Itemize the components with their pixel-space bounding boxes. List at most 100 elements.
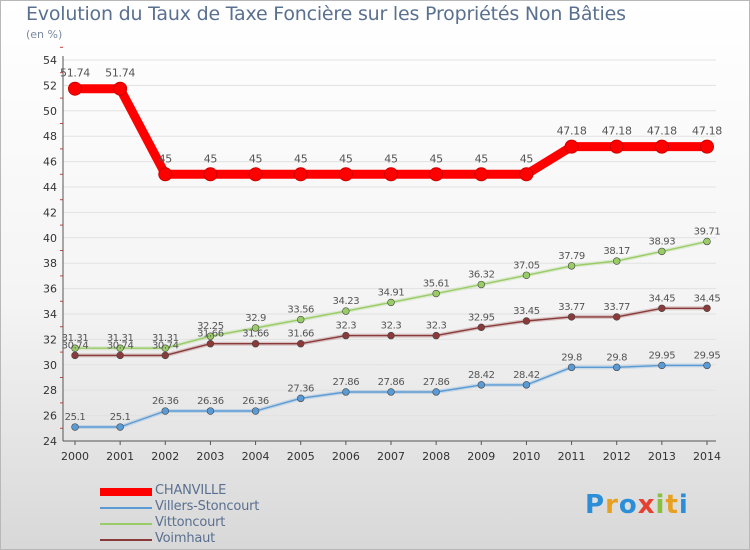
data-point-villers-stoncourt <box>387 388 395 396</box>
data-label-villers-stoncourt: 26.36 <box>152 396 179 407</box>
x-tick-label: 2001 <box>106 450 134 463</box>
legend-item: Vittoncourt <box>100 515 360 532</box>
data-point-voimhaut <box>342 331 350 340</box>
data-point-villers-stoncourt <box>477 381 485 389</box>
data-label-chanville: 45 <box>159 152 173 165</box>
data-point-voimhaut <box>116 351 124 360</box>
logo-letter: i <box>655 490 666 520</box>
data-label-vittoncourt: 31.31 <box>62 333 89 344</box>
data-label-voimhaut: 32.3 <box>336 321 357 332</box>
x-tick-label: 2014 <box>693 450 721 463</box>
data-point-chanville <box>654 139 669 154</box>
data-point-villers-stoncourt <box>567 363 576 372</box>
data-point-chanville <box>338 167 353 182</box>
data-label-vittoncourt: 33.56 <box>287 305 314 316</box>
data-point-chanville <box>474 167 489 182</box>
legend-swatch <box>100 507 152 509</box>
data-label-vittoncourt: 37.79 <box>558 251 585 262</box>
data-point-villers-stoncourt <box>658 361 666 370</box>
y-tick-label: 48 <box>43 130 57 143</box>
x-axis-ticks: 2000 2001 2002 2003 2004 2005 2006 2007 2008 2009… <box>61 441 721 463</box>
legend-swatch <box>100 523 152 525</box>
x-tick-label: 2006 <box>332 450 360 463</box>
data-point-chanville <box>248 167 263 182</box>
data-point-villers-stoncourt <box>342 388 350 396</box>
data-point-chanville <box>700 139 714 154</box>
data-point-vittoncourt <box>477 280 485 289</box>
x-tick-label: 2013 <box>648 450 676 463</box>
chart-title: Evolution du Taux de Taxe Foncière sur l… <box>26 3 626 25</box>
data-label-vittoncourt: 37.05 <box>513 260 540 271</box>
y-tick-label: 42 <box>43 206 57 219</box>
data-label-chanville: 45 <box>384 152 398 165</box>
data-label-villers-stoncourt: 26.36 <box>197 396 224 407</box>
data-label-vittoncourt: 35.61 <box>423 279 450 290</box>
data-label-voimhaut: 30.74 <box>107 340 134 351</box>
data-label-villers-stoncourt: 25.1 <box>110 412 131 423</box>
data-point-voimhaut <box>613 313 621 321</box>
data-label-vittoncourt: 32.9 <box>245 313 266 324</box>
legend-label: Voimhaut <box>155 531 216 546</box>
data-point-chanville <box>113 81 128 96</box>
data-label-voimhaut: 34.45 <box>694 293 721 304</box>
data-point-villers-stoncourt <box>71 423 79 431</box>
data-point-villers-stoncourt <box>703 361 711 370</box>
data-label-voimhaut: 33.45 <box>513 306 540 317</box>
data-label-vittoncourt: 39.71 <box>694 226 721 237</box>
data-label-chanville: 51.74 <box>105 67 135 80</box>
data-label-vittoncourt: 34.23 <box>333 296 360 307</box>
data-point-villers-stoncourt <box>613 363 621 372</box>
data-point-voimhaut <box>251 340 260 348</box>
x-tick-label: 2002 <box>151 450 179 463</box>
data-label-voimhaut: 34.45 <box>649 293 676 304</box>
data-label-chanville: 47.18 <box>557 125 587 138</box>
data-label-voimhaut: 32.3 <box>426 321 447 332</box>
data-point-vittoncourt <box>161 344 169 352</box>
y-tick-label: 40 <box>43 232 57 245</box>
y-tick-label: 36 <box>43 283 57 296</box>
data-label-chanville: 45 <box>204 152 218 165</box>
legend: CHANVILLE Villers-Stoncourt Vittoncourt Voi… <box>100 483 360 548</box>
data-label-chanville: 47.18 <box>602 125 632 138</box>
data-label-villers-stoncourt: 29.95 <box>694 350 721 361</box>
data-point-villers-stoncourt <box>522 381 531 389</box>
data-label-voimhaut: 32.95 <box>468 312 495 323</box>
data-point-vittoncourt <box>206 332 215 340</box>
data-point-vittoncourt <box>251 324 260 332</box>
data-label-voimhaut: 31.66 <box>197 329 224 340</box>
y-tick-label: 24 <box>43 435 57 448</box>
data-label-voimhaut: 30.74 <box>152 340 179 351</box>
data-point-vittoncourt <box>613 257 621 265</box>
data-label-vittoncourt: 31.31 <box>152 333 179 344</box>
data-point-chanville <box>293 167 308 182</box>
data-point-villers-stoncourt <box>161 407 169 415</box>
data-point-villers-stoncourt <box>116 423 124 431</box>
data-label-chanville: 47.18 <box>647 125 677 138</box>
data-label-villers-stoncourt: 27.86 <box>423 377 450 388</box>
data-label-chanville: 51.74 <box>60 67 90 80</box>
legend-item: Villers-Stoncourt <box>100 499 360 516</box>
logo-letter: i <box>678 490 689 520</box>
data-point-vittoncourt <box>567 262 576 270</box>
data-label-chanville: 47.18 <box>692 125 722 138</box>
y-axis-ticks: 24 26 28 30 32 34 36 38 40 42 44 46 48 50 52 54 <box>43 54 57 448</box>
y-tick-label: 30 <box>43 359 57 372</box>
data-point-voimhaut <box>71 351 79 360</box>
data-label-villers-stoncourt: 27.36 <box>287 383 314 394</box>
data-point-voimhaut <box>297 340 305 348</box>
legend-label: Vittoncourt <box>155 515 226 530</box>
data-point-voimhaut <box>387 331 395 340</box>
legend-swatch <box>100 488 152 496</box>
data-label-vittoncourt: 38.93 <box>649 236 676 247</box>
y-tick-label: 28 <box>43 384 57 397</box>
data-label-villers-stoncourt: 29.8 <box>606 352 627 363</box>
logo-letter: r <box>605 490 619 520</box>
data-label-villers-stoncourt: 29.8 <box>561 352 582 363</box>
data-point-chanville <box>158 167 173 182</box>
data-label-villers-stoncourt: 28.42 <box>513 370 540 381</box>
data-point-voimhaut <box>567 313 576 321</box>
data-point-voimhaut <box>432 331 440 340</box>
data-label-vittoncourt: 31.31 <box>107 333 134 344</box>
data-label-villers-stoncourt: 27.86 <box>378 377 405 388</box>
